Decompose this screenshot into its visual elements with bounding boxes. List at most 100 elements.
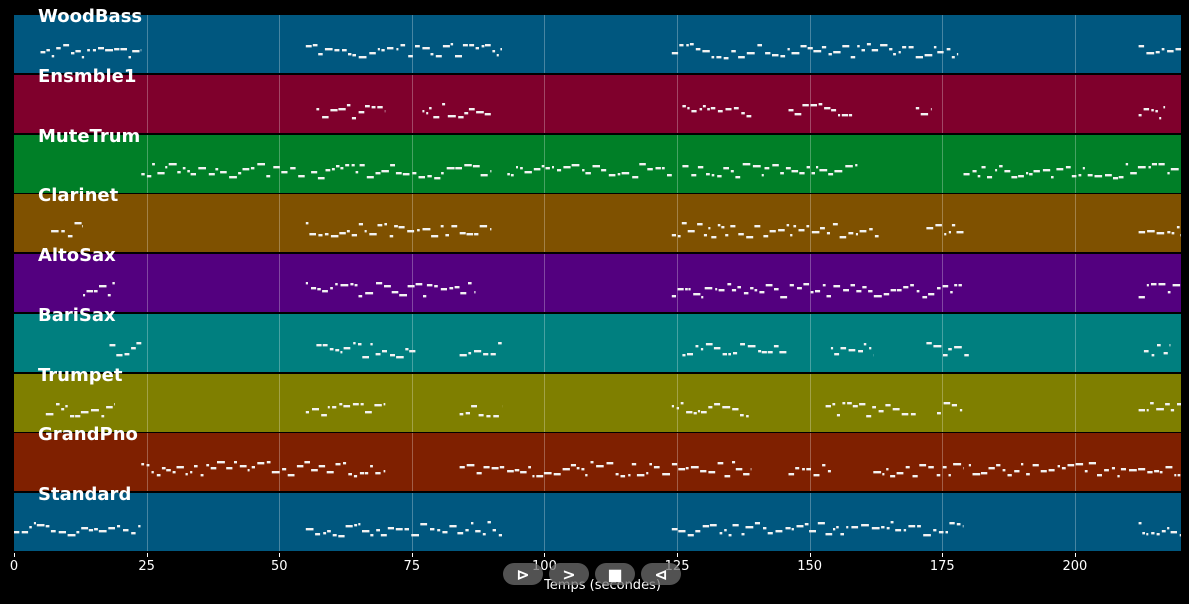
note: [811, 171, 815, 174]
stop-icon[interactable]: ■: [595, 563, 635, 585]
note: [350, 283, 354, 286]
note: [1151, 353, 1155, 357]
note: [1130, 171, 1137, 174]
note: [831, 108, 837, 112]
note: [671, 404, 674, 407]
note: [772, 163, 779, 166]
note: [381, 49, 385, 52]
note: [754, 289, 758, 292]
note: [839, 236, 847, 239]
gridline: [146, 373, 148, 432]
track-ensmble1[interactable]: [14, 74, 1181, 133]
track-mutetrum[interactable]: [14, 134, 1181, 193]
note: [924, 54, 933, 57]
note: [671, 52, 679, 55]
note: [325, 168, 331, 171]
note: [464, 111, 469, 115]
note-roll: [14, 521, 1181, 538]
track-clarinet[interactable]: [14, 194, 1181, 253]
note: [355, 170, 359, 173]
gridline: [809, 134, 811, 193]
note: [948, 347, 952, 351]
note: [945, 531, 948, 534]
note: [802, 468, 805, 471]
note: [75, 50, 81, 53]
note: [1002, 469, 1006, 472]
note: [384, 223, 387, 226]
gridline: [942, 373, 944, 432]
track-barisax[interactable]: [14, 313, 1181, 372]
track-trumpet[interactable]: [14, 373, 1181, 432]
note: [1165, 402, 1170, 405]
track-grandpno[interactable]: [14, 433, 1181, 492]
note: [36, 524, 45, 527]
note: [1155, 51, 1160, 54]
note: [1138, 231, 1146, 234]
note: [442, 102, 446, 106]
note: [1167, 171, 1170, 174]
note: [791, 528, 794, 531]
note: [498, 534, 502, 537]
note: [796, 525, 804, 528]
note: [632, 175, 639, 178]
track-standard[interactable]: [14, 493, 1181, 551]
note: [585, 474, 588, 477]
play-icon[interactable]: ⊳: [503, 563, 543, 585]
note: [407, 230, 415, 233]
note: [816, 165, 819, 168]
note: [215, 167, 219, 170]
note: [795, 467, 800, 470]
gridline: [544, 493, 546, 551]
note: [1057, 465, 1060, 468]
note: [327, 530, 331, 533]
track-altosax[interactable]: [14, 254, 1181, 312]
note: [141, 463, 145, 466]
note: [563, 165, 571, 168]
note: [741, 111, 745, 115]
note: [234, 461, 237, 464]
note: [445, 234, 449, 237]
note: [956, 231, 964, 234]
note: [948, 231, 951, 234]
note: [1138, 113, 1142, 117]
note: [901, 412, 909, 415]
note: [754, 225, 761, 228]
note: [398, 226, 405, 229]
note: [649, 463, 652, 466]
note: [717, 224, 721, 227]
note: [826, 295, 831, 298]
gridline: [146, 74, 148, 133]
note: [61, 407, 65, 410]
note: [687, 106, 690, 110]
note: [330, 235, 339, 238]
note: [331, 167, 335, 170]
note: [1051, 175, 1054, 178]
note: [70, 414, 75, 417]
note: [208, 172, 215, 175]
rewind-icon[interactable]: ⊲: [641, 563, 681, 585]
note: [886, 468, 889, 471]
note: [705, 342, 713, 346]
note: [365, 292, 374, 295]
note: [116, 353, 123, 357]
note: [747, 344, 756, 348]
note: [1011, 175, 1018, 178]
axis-tick-label: 50: [270, 559, 288, 574]
note: [200, 474, 204, 477]
note: [689, 43, 694, 46]
track-woodbass[interactable]: [14, 15, 1181, 73]
note: [520, 166, 523, 169]
note: [871, 49, 879, 52]
forward-icon[interactable]: >: [549, 563, 589, 585]
note: [988, 467, 995, 470]
note: [1165, 466, 1173, 469]
note: [678, 530, 686, 533]
note: [732, 407, 739, 410]
note: [348, 53, 352, 56]
axis-tick: [279, 553, 281, 557]
note: [680, 401, 684, 404]
note: [1065, 165, 1071, 168]
note: [311, 170, 318, 173]
note-roll: [109, 341, 1171, 359]
note: [257, 462, 265, 465]
